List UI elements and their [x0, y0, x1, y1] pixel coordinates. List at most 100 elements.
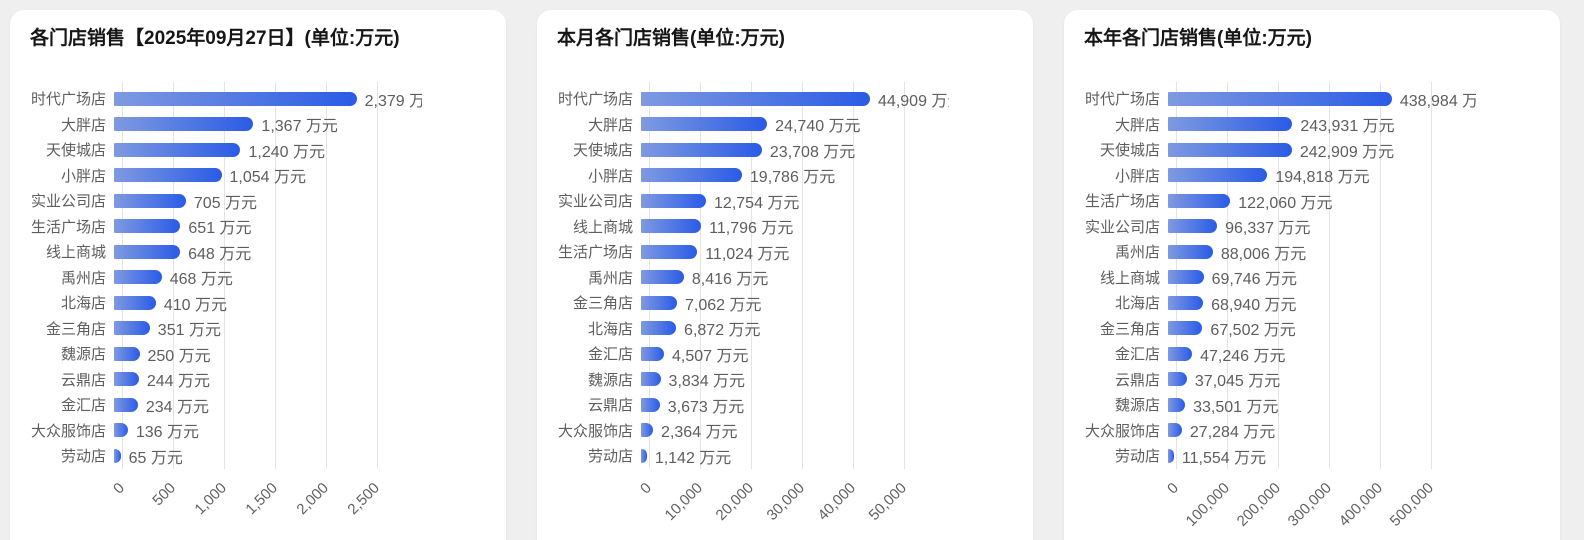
bar[interactable] — [1168, 423, 1182, 438]
bar[interactable] — [114, 168, 222, 183]
category-label: 大胖店 — [1114, 116, 1160, 134]
bar[interactable] — [641, 397, 660, 412]
bar-row: 天使城店 1,240 万元 — [30, 137, 486, 163]
category-label: 云鼎店 — [587, 397, 633, 415]
bar-track: 23,708 万元 — [641, 137, 949, 163]
bar-track: 69,746 万元 — [1168, 265, 1476, 291]
bar[interactable] — [1168, 321, 1203, 336]
bar-row: 劳动店 1,142 万元 — [557, 443, 1013, 469]
category-label: 小胖店 — [1114, 167, 1160, 185]
bar[interactable] — [641, 168, 742, 183]
bar[interactable] — [114, 91, 357, 106]
gridline — [377, 82, 378, 469]
bar[interactable] — [114, 423, 128, 438]
category-label: 大众服饰店 — [30, 422, 106, 440]
bar[interactable] — [641, 193, 707, 208]
category-label: 北海店 — [587, 320, 633, 338]
bar[interactable] — [1168, 270, 1204, 285]
bar-track: 67,502 万元 — [1168, 316, 1476, 342]
bar[interactable] — [114, 117, 254, 132]
bar[interactable] — [114, 219, 181, 234]
bar[interactable] — [1168, 346, 1193, 361]
category-label: 禹州店 — [60, 269, 106, 287]
value-label: 1,142 万元 — [654, 449, 732, 467]
bar[interactable] — [641, 321, 677, 336]
bar[interactable] — [1168, 117, 1293, 132]
bar[interactable] — [641, 244, 698, 259]
bar[interactable] — [641, 142, 762, 157]
value-label: 96,337 万元 — [1225, 220, 1311, 238]
x-axis-tick: 0 — [637, 478, 656, 497]
bar[interactable] — [1168, 448, 1174, 463]
bar[interactable] — [114, 295, 156, 310]
bar-track: 648 万元 — [114, 239, 422, 265]
bar-track: 7,062 万元 — [641, 290, 949, 316]
bar[interactable] — [114, 321, 150, 336]
bar-track: 243,931 万元 — [1168, 112, 1476, 138]
x-axis-tick: 500,000 — [1386, 478, 1438, 530]
category-label: 金汇店 — [60, 397, 106, 415]
bar[interactable] — [114, 346, 140, 361]
bar[interactable] — [641, 117, 768, 132]
value-label: 24,740 万元 — [775, 118, 861, 136]
value-label: 705 万元 — [193, 194, 258, 212]
bar[interactable] — [1168, 372, 1187, 387]
category-label: 金汇店 — [1114, 346, 1160, 364]
bar[interactable] — [114, 372, 139, 387]
bar[interactable] — [114, 448, 121, 463]
bar[interactable] — [641, 219, 702, 234]
gridline — [224, 82, 225, 469]
bar[interactable] — [1168, 142, 1292, 157]
bar-track: 68,940 万元 — [1168, 290, 1476, 316]
category-label: 线上商城 — [1099, 269, 1160, 287]
bar-row: 金汇店 4,507 万元 — [557, 341, 1013, 367]
x-axis-tick: 40,000 — [814, 478, 860, 524]
bar-track: 37,045 万元 — [1168, 367, 1476, 393]
gridline — [1380, 82, 1381, 469]
category-label: 云鼎店 — [60, 371, 106, 389]
category-label: 禹州店 — [587, 269, 633, 287]
bar[interactable] — [114, 193, 186, 208]
category-label: 实业公司店 — [557, 193, 633, 211]
bar-track: 194,818 万元 — [1168, 163, 1476, 189]
gridline — [802, 82, 803, 469]
bar[interactable] — [1168, 193, 1231, 208]
bar[interactable] — [641, 372, 661, 387]
bar[interactable] — [641, 346, 664, 361]
bar-row: 禹州店 468 万元 — [30, 265, 486, 291]
bar[interactable] — [641, 448, 647, 463]
value-label: 3,673 万元 — [667, 398, 745, 416]
bar[interactable] — [1168, 91, 1392, 106]
bar[interactable] — [1168, 397, 1186, 412]
bar-row: 云鼎店 3,673 万元 — [557, 392, 1013, 418]
bar[interactable] — [641, 423, 654, 438]
bar-row: 线上商城 648 万元 — [30, 239, 486, 265]
bar[interactable] — [641, 270, 684, 285]
bar[interactable] — [114, 244, 181, 259]
bar-track: 88,006 万元 — [1168, 239, 1476, 265]
bar[interactable] — [114, 270, 162, 285]
bar[interactable] — [1168, 244, 1213, 259]
bar[interactable] — [114, 142, 241, 157]
bar[interactable] — [641, 295, 678, 310]
value-label: 351 万元 — [157, 322, 221, 340]
bar[interactable] — [1168, 295, 1204, 310]
gridline — [1431, 82, 1432, 469]
bar-row: 金三角店 351 万元 — [30, 316, 486, 342]
category-label: 北海店 — [1114, 295, 1160, 313]
gridline — [173, 82, 174, 469]
value-label: 19,786 万元 — [749, 169, 836, 187]
bar-row: 劳动店 65 万元 — [30, 443, 486, 469]
category-label: 魏源店 — [60, 346, 106, 364]
value-label: 648 万元 — [188, 245, 252, 263]
bar[interactable] — [1168, 219, 1218, 234]
bar[interactable] — [641, 91, 871, 106]
value-label: 136 万元 — [135, 424, 200, 442]
bar-row: 北海店 68,940 万元 — [1084, 290, 1540, 316]
value-label: 3,834 万元 — [668, 373, 746, 391]
x-axis-tick: 10,000 — [661, 478, 707, 524]
bar[interactable] — [1168, 168, 1268, 183]
bar[interactable] — [114, 397, 138, 412]
